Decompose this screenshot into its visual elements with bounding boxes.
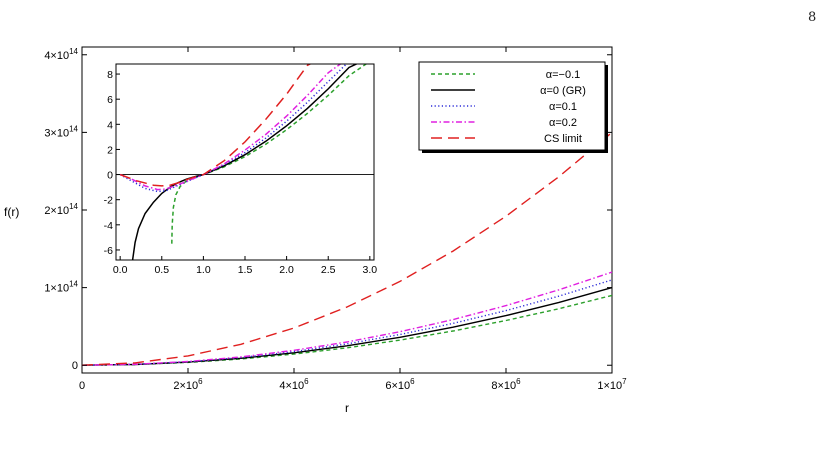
x-tick-label: 1×107: [597, 377, 627, 392]
inset-series-group: [116, 64, 374, 260]
x-tick-label-mantissa: 0: [79, 380, 85, 392]
y-tick-label-mantissa: 0: [72, 360, 78, 372]
x-tick-label-mantissa: 8×10: [491, 380, 516, 392]
inset-x-tick-label: 1.5: [238, 264, 253, 276]
x-tick-label: 0: [79, 380, 85, 392]
x-axis-label: r: [345, 401, 349, 415]
legend-label: α=−0.1: [546, 69, 581, 81]
inset-y-tick-label: 2: [107, 144, 113, 156]
legend: α=−0.1 α=0 (GR) α=0.1 α=0.2 CS limit: [418, 61, 608, 153]
x-tick-label-exponent: 6: [410, 377, 415, 386]
y-tick-label: 4×1014: [44, 47, 78, 62]
legend-label: α=0.2: [549, 117, 577, 129]
y-tick-label-mantissa: 2×10: [44, 205, 69, 217]
y-tick-label-exponent: 14: [69, 124, 78, 133]
main-series-line: [81, 279, 613, 366]
x-tick-label-exponent: 6: [304, 377, 309, 386]
x-tick-label: 6×106: [385, 377, 415, 392]
main-series-group: [81, 131, 613, 366]
y-tick-label-mantissa: 3×10: [44, 127, 69, 139]
main-series-line: [81, 131, 613, 366]
y-tick-label-mantissa: 1×10: [44, 283, 69, 295]
main-ticks-group: 0 2×106 4×106 6×106 8×106 1×10701×10142×10143…: [44, 47, 627, 392]
inset-x-tick-label: 3.0: [363, 264, 378, 276]
inset-y-tick-label: 0: [107, 170, 113, 182]
y-tick-label: 2×1014: [44, 202, 78, 217]
legend-label: α=0.1: [549, 101, 577, 113]
y-tick-label: 1×1014: [44, 280, 78, 295]
inset-y-tick-label: 6: [107, 94, 113, 106]
x-tick-label-mantissa: 1×10: [597, 380, 622, 392]
y-tick-label-exponent: 14: [69, 280, 78, 289]
x-tick-label: 4×106: [279, 377, 309, 392]
x-tick-label-mantissa: 2×10: [173, 380, 198, 392]
inset-ticks-group: 0.0 0.5 1.0 1.5 2.0 2.5 3.0 -6 -4 -2 0 2 4 6 8: [104, 69, 378, 276]
legend-label: CS limit: [544, 133, 582, 145]
x-tick-label: 2×106: [173, 377, 203, 392]
inset-x-tick-label: 2.0: [279, 264, 294, 276]
inset-series-line: [119, 64, 342, 191]
inset-y-tick-label: -2: [104, 195, 113, 207]
inset-background: [116, 64, 374, 260]
main-series-line: [81, 271, 613, 366]
inset-x-tick-label: 0.0: [113, 264, 128, 276]
inset-y-tick-label: -6: [104, 245, 113, 257]
inset-series-line: [171, 64, 368, 244]
main-series-line: [81, 286, 613, 366]
inset-background-rect: [116, 64, 374, 260]
x-tick-label-mantissa: 4×10: [279, 380, 304, 392]
x-tick-label-exponent: 6: [198, 377, 203, 386]
x-tick-label: 8×106: [491, 377, 521, 392]
inset-series-line: [119, 64, 312, 187]
page-number: 8: [808, 10, 817, 25]
y-tick-label-mantissa: 4×10: [44, 50, 69, 62]
x-tick-label-exponent: 6: [516, 377, 521, 386]
main-series-line: [81, 294, 613, 366]
inset-y-tick-label: 4: [107, 119, 113, 131]
inset-y-tick-label: 8: [107, 69, 113, 81]
y-tick-label: 3×1014: [44, 124, 78, 139]
y-tick-label: 0: [72, 360, 78, 372]
inset-x-tick-label: 2.5: [321, 264, 336, 276]
x-tick-label-mantissa: 6×10: [385, 380, 410, 392]
y-tick-label-exponent: 14: [69, 47, 78, 56]
inset-x-tick-label: 1.0: [196, 264, 211, 276]
legend-label: α=0 (GR): [540, 85, 586, 97]
y-tick-label-exponent: 14: [69, 202, 78, 211]
inset-x-tick-label: 0.5: [154, 264, 169, 276]
inset-y-tick-label: -4: [104, 220, 113, 232]
y-axis-label: f(r): [4, 205, 19, 219]
x-tick-label-exponent: 7: [622, 377, 627, 386]
